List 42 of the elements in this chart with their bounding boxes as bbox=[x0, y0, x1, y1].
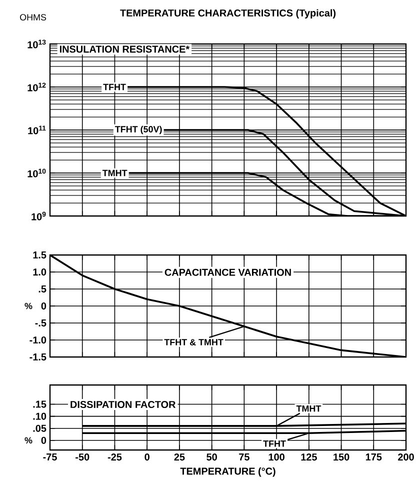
annotation: DISSIPATION FACTOR bbox=[70, 400, 176, 408]
x-axis-title: TEMPERATURE (°C) bbox=[180, 467, 276, 477]
annotation: CAPACITANCE VARIATION bbox=[165, 268, 292, 276]
x-tick-label: 75 bbox=[239, 454, 250, 460]
y-tick-label: -1.5 bbox=[30, 354, 46, 360]
x-tick-label: 125 bbox=[301, 454, 318, 461]
y-tick-label: -.5 bbox=[35, 320, 46, 326]
legend-label: TFHT bbox=[263, 440, 286, 447]
series-label: TMHT bbox=[296, 405, 322, 412]
x-tick-label: 200 bbox=[398, 454, 414, 461]
series-label: TFHT bbox=[103, 84, 126, 90]
x-tick-label: -25 bbox=[108, 454, 122, 461]
y-tick-label: 0 bbox=[42, 436, 46, 444]
y-axis-title: % bbox=[24, 437, 32, 444]
y-tick-label: 10$^{12}$ bbox=[28, 82, 46, 92]
x-tick-label: 50 bbox=[206, 454, 218, 461]
x-tick-label: 150 bbox=[334, 454, 350, 461]
y-tick-label: 1.0 bbox=[33, 268, 46, 276]
x-tick-label: 25 bbox=[174, 454, 185, 461]
y-axis-title: % bbox=[24, 302, 32, 310]
x-tick-label: 175 bbox=[366, 454, 382, 460]
y-tick-label: .15 bbox=[33, 400, 46, 408]
legend-label: TFHT & TMHT bbox=[164, 339, 224, 346]
y-axis-title: OHMS bbox=[20, 14, 46, 20]
y-tick-label: 10$^{10}$ bbox=[28, 168, 46, 178]
y-tick-label: -1.0 bbox=[30, 336, 46, 344]
chart-title: TEMPERATURE CHARACTERISTICS (Typical) bbox=[120, 9, 336, 18]
y-tick-label: 1.5 bbox=[33, 252, 46, 258]
x-tick-label: -50 bbox=[76, 454, 90, 461]
annotation: INSULATION RESISTANCE* bbox=[60, 46, 190, 53]
series-label: TMHT bbox=[102, 170, 128, 176]
y-tick-label: 10$^{9}$ bbox=[32, 212, 46, 220]
y-tick-label: 0 bbox=[42, 302, 46, 310]
x-tick-label: 0 bbox=[144, 454, 150, 461]
series-label: TFHT (50V) bbox=[115, 126, 162, 134]
y-tick-label: 10$^{13}$ bbox=[28, 40, 46, 48]
y-tick-label: 10$^{11}$ bbox=[28, 126, 46, 134]
x-tick-label: 100 bbox=[269, 454, 285, 461]
y-tick-label: .10 bbox=[33, 412, 46, 420]
y-tick-label: .05 bbox=[33, 424, 46, 432]
x-tick-label: -75 bbox=[43, 454, 58, 460]
y-tick-label: .5 bbox=[39, 286, 46, 292]
